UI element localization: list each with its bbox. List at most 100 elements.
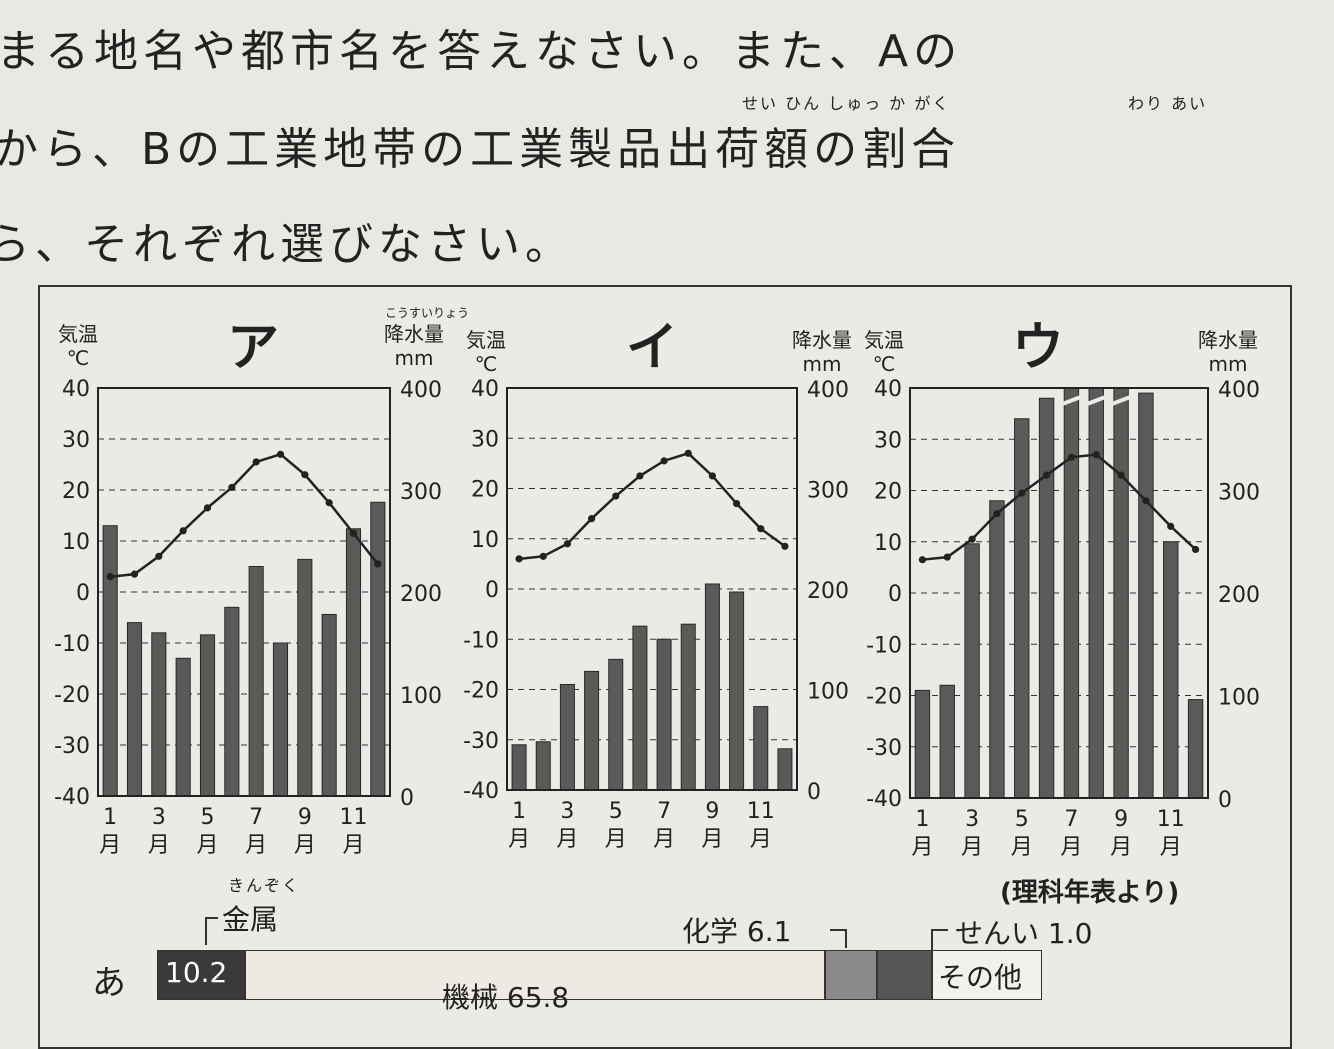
ruby-wariai: わり あい — [1128, 94, 1208, 113]
precip-unit-label-u: 降水量 mm — [1198, 328, 1258, 376]
temp-tick-label: -40 — [866, 787, 902, 812]
temp-tick-label: -10 — [54, 632, 90, 657]
month-suffix-label: 月 — [1110, 835, 1132, 860]
temperature-point — [228, 483, 236, 492]
temperature-point — [1018, 489, 1026, 497]
question-line-2: から、Bの工業地帯の工業製品出荷額の割合 — [0, 124, 961, 175]
temperature-point — [1067, 453, 1076, 461]
temperature-point — [179, 527, 187, 535]
temperature-point — [708, 472, 717, 480]
month-suffix-label: 月 — [1060, 835, 1082, 860]
industry-share-bar: 10.2 機械 65.8 その他 — [157, 950, 1157, 1014]
temp-tick-label: -40 — [463, 779, 499, 804]
month-tick-label: 5 — [1015, 807, 1029, 832]
month-tick-label: 9 — [298, 805, 312, 830]
temperature-point — [276, 450, 285, 458]
clip-mark — [1061, 395, 1082, 406]
month-tick-label: 7 — [1064, 807, 1078, 832]
month-tick-label: 11 — [1157, 807, 1185, 832]
month-tick-label: 1 — [915, 807, 929, 832]
precip-tick-label: 0 — [400, 786, 414, 811]
temp-tick-label: 0 — [76, 581, 90, 606]
month-tick-label: 3 — [965, 807, 979, 832]
month-tick-label: 5 — [201, 805, 215, 830]
month-suffix-label: 月 — [701, 827, 723, 852]
temperature-point — [130, 570, 139, 578]
temperature-point — [757, 525, 765, 533]
segment-chemical — [825, 950, 877, 1000]
month-suffix-label: 月 — [294, 833, 316, 858]
temp-tick-label: 40 — [471, 377, 499, 402]
precip-tick-label: 200 — [807, 579, 849, 604]
segment-other-label: その他 — [938, 961, 1023, 994]
temperature-point — [732, 499, 741, 508]
temp-tick-label: -10 — [866, 633, 902, 658]
plot-frame — [97, 387, 391, 797]
chart-title-i: イ — [626, 318, 679, 378]
month-tick-label: 1 — [103, 805, 117, 830]
precip-tick-label: 0 — [1218, 788, 1232, 813]
month-tick-label: 3 — [560, 799, 574, 824]
clip-mark — [1086, 395, 1107, 406]
month-suffix-label: 月 — [1160, 835, 1182, 860]
temperature-point — [660, 457, 668, 465]
precip-tick-label: 400 — [400, 378, 442, 403]
precip-tick-label: 200 — [400, 582, 442, 607]
month-suffix-label: 月 — [911, 835, 933, 860]
month-suffix-label: 月 — [148, 833, 170, 858]
month-tick-label: 11 — [340, 805, 368, 830]
temp-tick-label: -30 — [463, 729, 499, 754]
temp-tick-label: 30 — [471, 427, 499, 452]
temp-tick-label: 0 — [485, 578, 499, 603]
temp-tick-label: 40 — [62, 377, 90, 402]
month-tick-label: 9 — [705, 799, 719, 824]
precip-unit-label-a: 降水量 mm — [384, 322, 444, 370]
temp-tick-label: 20 — [471, 478, 499, 503]
month-tick-label: 1 — [512, 799, 526, 824]
plot-frame — [506, 387, 798, 791]
temperature-point — [1191, 545, 1200, 554]
month-tick-label: 5 — [609, 799, 623, 824]
temperature-point — [325, 499, 333, 507]
temp-tick-label: 10 — [874, 531, 902, 556]
month-suffix-label: 月 — [342, 833, 364, 858]
precip-tick-label: 300 — [1218, 481, 1260, 506]
precip-tick-label: 100 — [807, 680, 849, 705]
temp-tick-label: 20 — [62, 479, 90, 504]
temperature-point — [203, 504, 212, 512]
temperature-point — [612, 492, 620, 500]
temp-tick-label: -40 — [54, 785, 90, 810]
temperature-point — [918, 556, 927, 564]
precip-tick-label: 100 — [1218, 686, 1260, 711]
chart-title-a: ア — [227, 318, 280, 378]
month-suffix-label: 月 — [196, 833, 218, 858]
temp-unit-label-u: 気温 ℃ — [864, 328, 904, 376]
temperature-point — [587, 515, 596, 523]
temperature-point — [993, 509, 1001, 518]
temperature-point — [155, 552, 163, 560]
month-tick-label: 9 — [1114, 807, 1128, 832]
temp-unit-label-a: 気温 ℃ — [58, 322, 98, 370]
temp-tick-label: 10 — [471, 528, 499, 553]
month-tick-label: 7 — [249, 805, 263, 830]
temperature-point — [374, 560, 382, 568]
temperature-line — [518, 451, 786, 561]
temp-tick-label: -20 — [866, 685, 902, 710]
temperature-point — [1117, 471, 1125, 479]
month-suffix-label: 月 — [556, 827, 578, 852]
segment-metal — [157, 950, 245, 1000]
temperature-point — [968, 535, 976, 543]
chemical-label: 化学 6.1 — [682, 915, 792, 948]
temperature-point — [943, 553, 951, 561]
temp-tick-label: 10 — [62, 530, 90, 555]
temperature-point — [684, 449, 692, 457]
temperature-point — [252, 458, 260, 466]
month-suffix-label: 月 — [961, 835, 983, 860]
temp-tick-label: 20 — [874, 480, 902, 505]
temperature-point — [781, 542, 789, 550]
plot-frame — [909, 387, 1209, 799]
temperature-point — [515, 555, 523, 563]
temp-tick-label: 0 — [888, 582, 902, 607]
temp-unit-label-i: 気温 ℃ — [466, 328, 506, 376]
temp-tick-label: -20 — [463, 679, 499, 704]
